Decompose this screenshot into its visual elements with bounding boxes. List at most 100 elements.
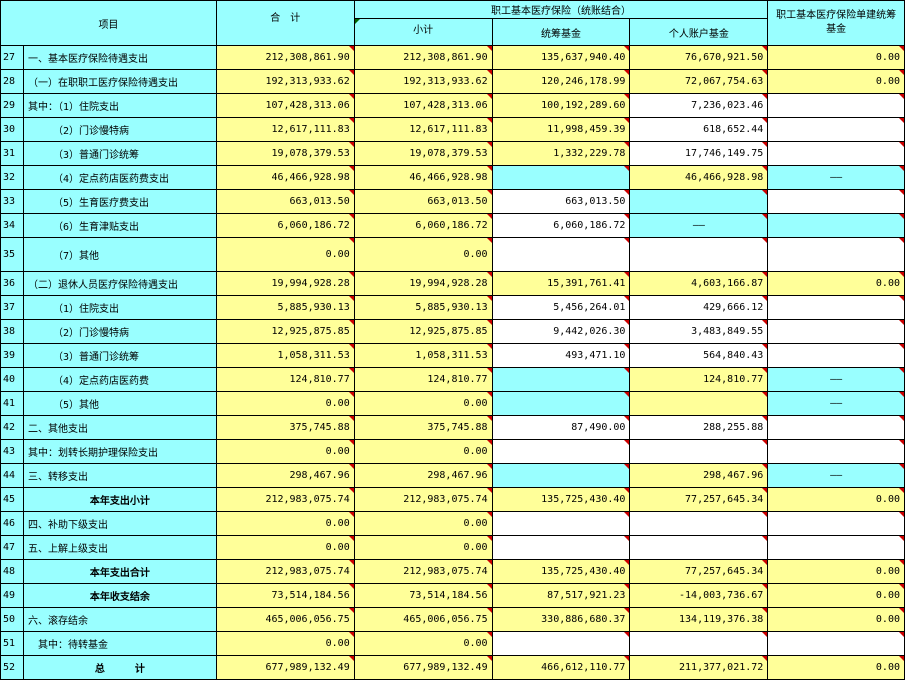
total-cell[interactable]: 0.00 [215,511,355,536]
item-label-cell[interactable]: （6）生育津贴支出 [22,213,217,238]
row-number-cell[interactable]: 31 [0,141,24,166]
separate-fund-cell[interactable]: 0.00 [767,607,905,632]
item-label-cell[interactable]: 其中：待转基金 [22,631,217,656]
separate-fund-cell[interactable] [767,415,905,440]
pooled-fund-cell[interactable]: 493,471.10 [491,343,631,368]
total-cell[interactable]: 212,983,075.74 [215,559,355,584]
personal-account-cell[interactable] [629,511,769,536]
total-cell[interactable]: 19,078,379.53 [215,141,355,166]
total-cell[interactable]: 192,313,933.62 [215,69,355,94]
row-number-cell[interactable]: 28 [0,69,24,94]
personal-account-cell[interactable]: 77,257,645.34 [629,559,769,584]
subtotal-cell[interactable]: 124,810.77 [353,367,493,392]
personal-account-cell[interactable]: 3,483,849.55 [629,319,769,344]
personal-account-cell[interactable]: -14,003,736.67 [629,583,769,608]
separate-fund-cell[interactable]: —— [767,391,905,416]
personal-account-cell[interactable] [629,439,769,464]
item-label-cell[interactable]: 其中：划转长期护理保险支出 [22,439,217,464]
row-number-cell[interactable]: 38 [0,319,24,344]
subtotal-cell[interactable]: 107,428,313.06 [353,93,493,118]
item-label-cell[interactable]: 总 计 [22,655,217,680]
subtotal-cell[interactable]: 5,885,930.13 [353,295,493,320]
row-number-cell[interactable]: 45 [0,487,24,512]
personal-account-cell[interactable]: 7,236,023.46 [629,93,769,118]
pooled-fund-cell[interactable]: 15,391,761.41 [491,271,631,296]
total-cell[interactable]: 5,885,930.13 [215,295,355,320]
total-cell[interactable]: 375,745.88 [215,415,355,440]
subtotal-cell[interactable]: 6,060,186.72 [353,213,493,238]
item-label-cell[interactable]: 四、补助下级支出 [22,511,217,536]
subtotal-cell[interactable]: 298,467.96 [353,463,493,488]
total-cell[interactable]: 1,058,311.53 [215,343,355,368]
item-label-cell[interactable]: （2）门诊慢特病 [22,319,217,344]
header-personal-account[interactable]: 个人账户基金 [629,18,769,46]
subtotal-cell[interactable]: 0.00 [353,631,493,656]
total-cell[interactable]: 19,994,928.28 [215,271,355,296]
separate-fund-cell[interactable]: 0.00 [767,655,905,680]
separate-fund-cell[interactable] [767,117,905,142]
row-number-cell[interactable]: 30 [0,117,24,142]
separate-fund-cell[interactable] [767,535,905,560]
total-cell[interactable]: 0.00 [215,391,355,416]
item-label-cell[interactable]: （1）住院支出 [22,295,217,320]
row-number-cell[interactable]: 42 [0,415,24,440]
total-cell[interactable]: 677,989,132.49 [215,655,355,680]
personal-account-cell[interactable] [629,631,769,656]
row-number-cell[interactable]: 41 [0,391,24,416]
total-cell[interactable]: 6,060,186.72 [215,213,355,238]
item-label-cell[interactable]: 六、滚存结余 [22,607,217,632]
row-number-cell[interactable]: 49 [0,583,24,608]
item-label-cell[interactable]: 本年支出小计 [22,487,217,512]
separate-fund-cell[interactable] [767,213,905,238]
pooled-fund-cell[interactable]: 87,517,921.23 [491,583,631,608]
pooled-fund-cell[interactable] [491,631,631,656]
item-label-cell[interactable]: （4）定点药店医药费 [22,367,217,392]
total-cell[interactable]: 212,983,075.74 [215,487,355,512]
item-label-cell[interactable]: 三、转移支出 [22,463,217,488]
pooled-fund-cell[interactable] [491,535,631,560]
item-label-cell[interactable]: （一）在职职工医疗保险待遇支出 [22,69,217,94]
row-number-cell[interactable]: 33 [0,189,24,214]
pooled-fund-cell[interactable]: 663,013.50 [491,189,631,214]
subtotal-cell[interactable]: 212,308,861.90 [353,45,493,70]
pooled-fund-cell[interactable]: 466,612,110.77 [491,655,631,680]
subtotal-cell[interactable]: 677,989,132.49 [353,655,493,680]
separate-fund-cell[interactable]: 0.00 [767,45,905,70]
total-cell[interactable]: 0.00 [215,535,355,560]
item-label-cell[interactable]: （4）定点药店医药费支出 [22,165,217,190]
row-number-cell[interactable]: 39 [0,343,24,368]
subtotal-cell[interactable]: 192,313,933.62 [353,69,493,94]
total-cell[interactable]: 0.00 [215,631,355,656]
personal-account-cell[interactable]: 124,810.77 [629,367,769,392]
row-number-cell[interactable]: 37 [0,295,24,320]
separate-fund-cell[interactable]: 0.00 [767,487,905,512]
separate-fund-cell[interactable]: 0.00 [767,559,905,584]
total-cell[interactable]: 465,006,056.75 [215,607,355,632]
subtotal-cell[interactable]: 19,078,379.53 [353,141,493,166]
personal-account-cell[interactable]: 298,467.96 [629,463,769,488]
item-label-cell[interactable]: （二）退休人员医疗保险待遇支出 [22,271,217,296]
pooled-fund-cell[interactable] [491,367,631,392]
item-label-cell[interactable]: 二、其他支出 [22,415,217,440]
row-number-cell[interactable]: 34 [0,213,24,238]
separate-fund-cell[interactable] [767,319,905,344]
subtotal-cell[interactable]: 19,994,928.28 [353,271,493,296]
row-number-cell[interactable]: 51 [0,631,24,656]
pooled-fund-cell[interactable] [491,463,631,488]
subtotal-cell[interactable]: 0.00 [353,237,493,272]
item-label-cell[interactable]: 一、基本医疗保险待遇支出 [22,45,217,70]
item-label-cell[interactable]: 本年支出合计 [22,559,217,584]
total-cell[interactable]: 46,466,928.98 [215,165,355,190]
separate-fund-cell[interactable] [767,439,905,464]
subtotal-cell[interactable]: 0.00 [353,535,493,560]
total-cell[interactable]: 0.00 [215,439,355,464]
item-label-cell[interactable]: （3）普通门诊统筹 [22,343,217,368]
header-total[interactable]: 合 计 [215,0,355,46]
row-number-cell[interactable]: 40 [0,367,24,392]
pooled-fund-cell[interactable]: 6,060,186.72 [491,213,631,238]
separate-fund-cell[interactable] [767,93,905,118]
personal-account-cell[interactable] [629,237,769,272]
personal-account-cell[interactable]: 77,257,645.34 [629,487,769,512]
subtotal-cell[interactable]: 375,745.88 [353,415,493,440]
personal-account-cell[interactable]: 211,377,021.72 [629,655,769,680]
